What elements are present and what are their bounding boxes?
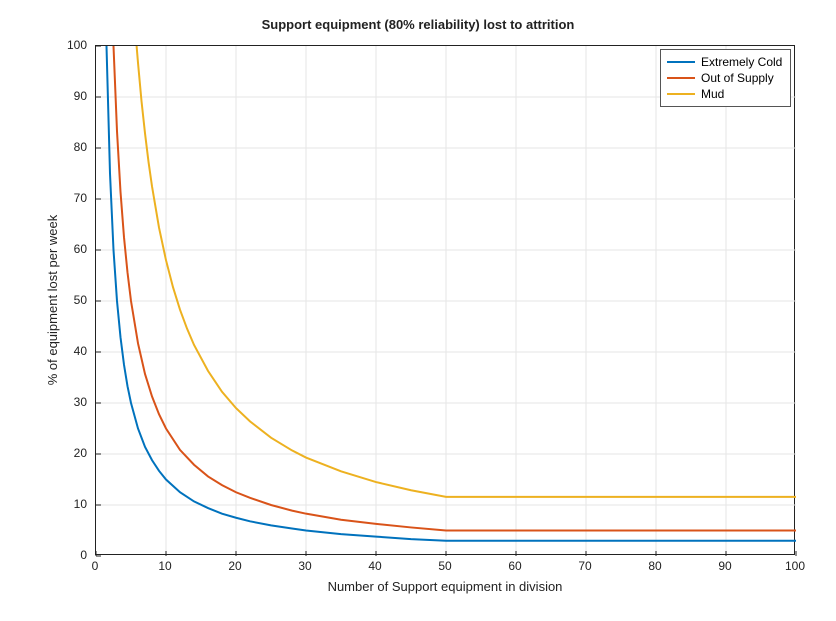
- legend-item: Mud: [667, 86, 782, 102]
- y-tick-label: 10: [63, 497, 87, 511]
- legend-label: Mud: [701, 87, 724, 101]
- legend-swatch: [667, 93, 695, 95]
- y-tick-label: 40: [63, 344, 87, 358]
- x-tick-label: 10: [158, 559, 171, 573]
- y-tick-label: 50: [63, 293, 87, 307]
- x-tick-label: 60: [508, 559, 521, 573]
- legend-item: Out of Supply: [667, 70, 782, 86]
- x-tick-label: 100: [785, 559, 805, 573]
- legend: Extremely Cold Out of Supply Mud: [660, 49, 791, 107]
- x-tick-label: 90: [718, 559, 731, 573]
- x-tick-label: 50: [438, 559, 451, 573]
- legend-label: Out of Supply: [701, 71, 774, 85]
- x-tick-label: 30: [298, 559, 311, 573]
- y-tick-label: 80: [63, 140, 87, 154]
- x-tick-label: 80: [648, 559, 661, 573]
- y-tick-label: 100: [63, 38, 87, 52]
- series-line: [114, 46, 797, 531]
- y-tick-label: 20: [63, 446, 87, 460]
- legend-swatch: [667, 61, 695, 63]
- x-tick-label: 70: [578, 559, 591, 573]
- x-tick-label: 0: [92, 559, 99, 573]
- plot-svg: [96, 46, 796, 556]
- y-tick-label: 60: [63, 242, 87, 256]
- y-tick-label: 90: [63, 89, 87, 103]
- y-axis-label: % of equipment lost per week: [45, 200, 60, 400]
- y-tick-label: 30: [63, 395, 87, 409]
- legend-swatch: [667, 77, 695, 79]
- figure: Support equipment (80% reliability) lost…: [0, 0, 836, 621]
- x-axis-label: Number of Support equipment in division: [95, 579, 795, 594]
- plot-area: [95, 45, 795, 555]
- series-line: [107, 46, 797, 541]
- legend-item: Extremely Cold: [667, 54, 782, 70]
- chart-title: Support equipment (80% reliability) lost…: [0, 17, 836, 32]
- legend-label: Extremely Cold: [701, 55, 782, 69]
- y-tick-label: 70: [63, 191, 87, 205]
- x-tick-label: 20: [228, 559, 241, 573]
- x-tick-label: 40: [368, 559, 381, 573]
- y-tick-label: 0: [63, 548, 87, 562]
